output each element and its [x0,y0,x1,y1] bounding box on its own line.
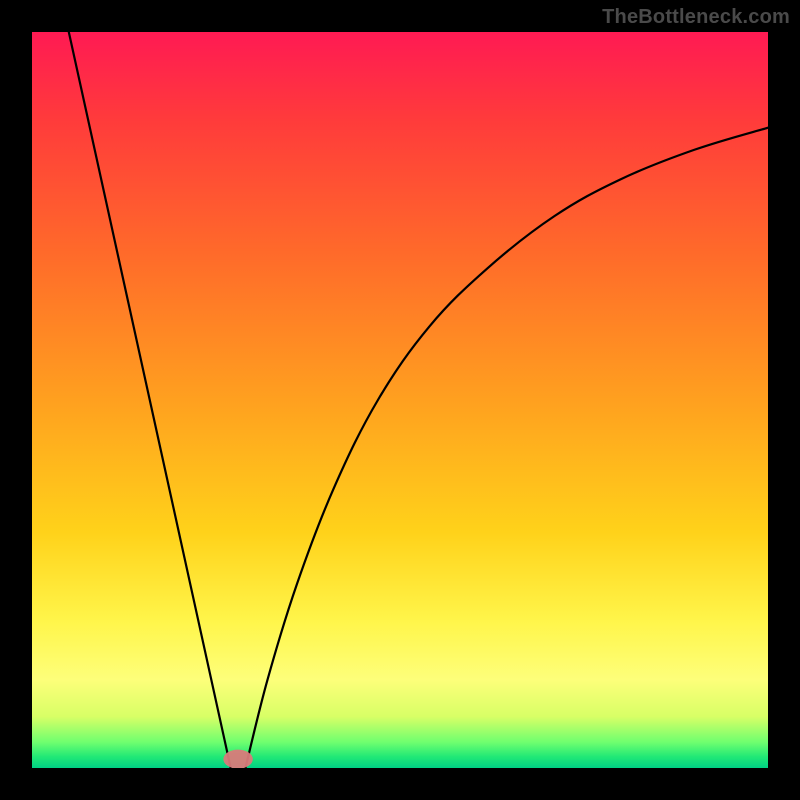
chart-frame: TheBottleneck.com [0,0,800,800]
chart-background [32,32,768,768]
bottleneck-chart [32,32,768,768]
watermark-text: TheBottleneck.com [602,6,790,29]
minimum-marker [223,750,252,768]
